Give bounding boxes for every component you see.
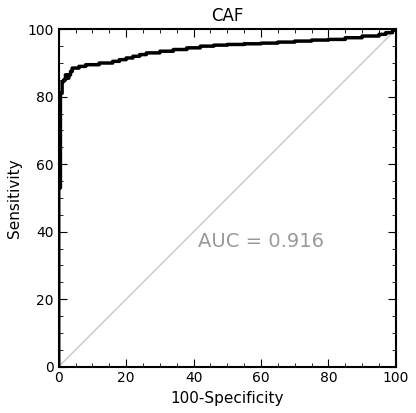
Text: AUC = 0.916: AUC = 0.916 — [198, 233, 324, 252]
X-axis label: 100-Specificity: 100-Specificity — [171, 391, 284, 406]
Title: CAF: CAF — [211, 7, 243, 25]
Y-axis label: Sensitivity: Sensitivity — [7, 158, 22, 238]
